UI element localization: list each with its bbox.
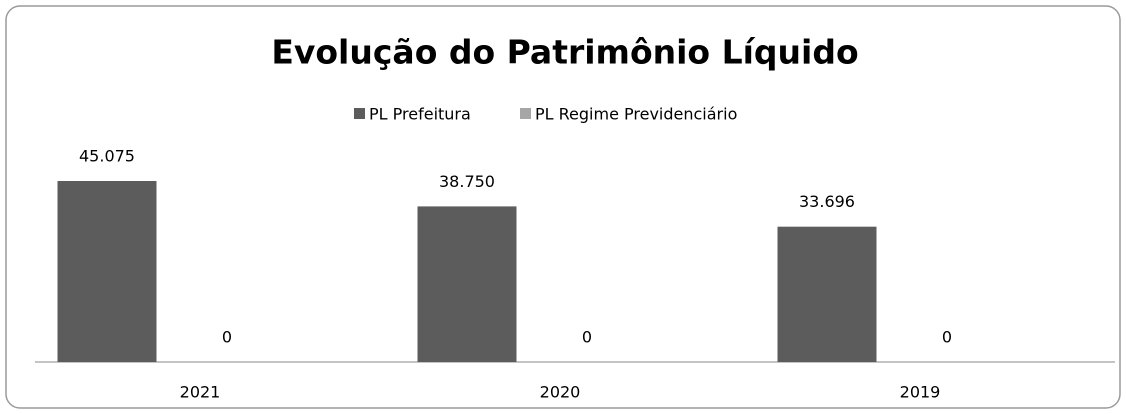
data-label: 45.075 <box>79 147 135 166</box>
bar <box>417 206 517 362</box>
data-label: 0 <box>222 328 232 347</box>
x-tick-label: 2020 <box>540 383 581 402</box>
data-label: 33.696 <box>799 192 855 211</box>
legend-label: PL Prefeitura <box>369 105 471 124</box>
legend-label: PL Regime Previdenciário <box>535 105 737 124</box>
x-tick-label: 2019 <box>900 383 941 402</box>
legend-swatch <box>354 108 365 119</box>
bar <box>57 181 157 362</box>
data-label: 0 <box>582 328 592 347</box>
legend-swatch <box>520 108 531 119</box>
data-label: 0 <box>942 328 952 347</box>
x-tick-label: 2021 <box>180 383 221 402</box>
bar <box>777 226 877 362</box>
data-label: 38.750 <box>439 172 495 191</box>
chart-title: Evolução do Patrimônio Líquido <box>271 33 858 72</box>
